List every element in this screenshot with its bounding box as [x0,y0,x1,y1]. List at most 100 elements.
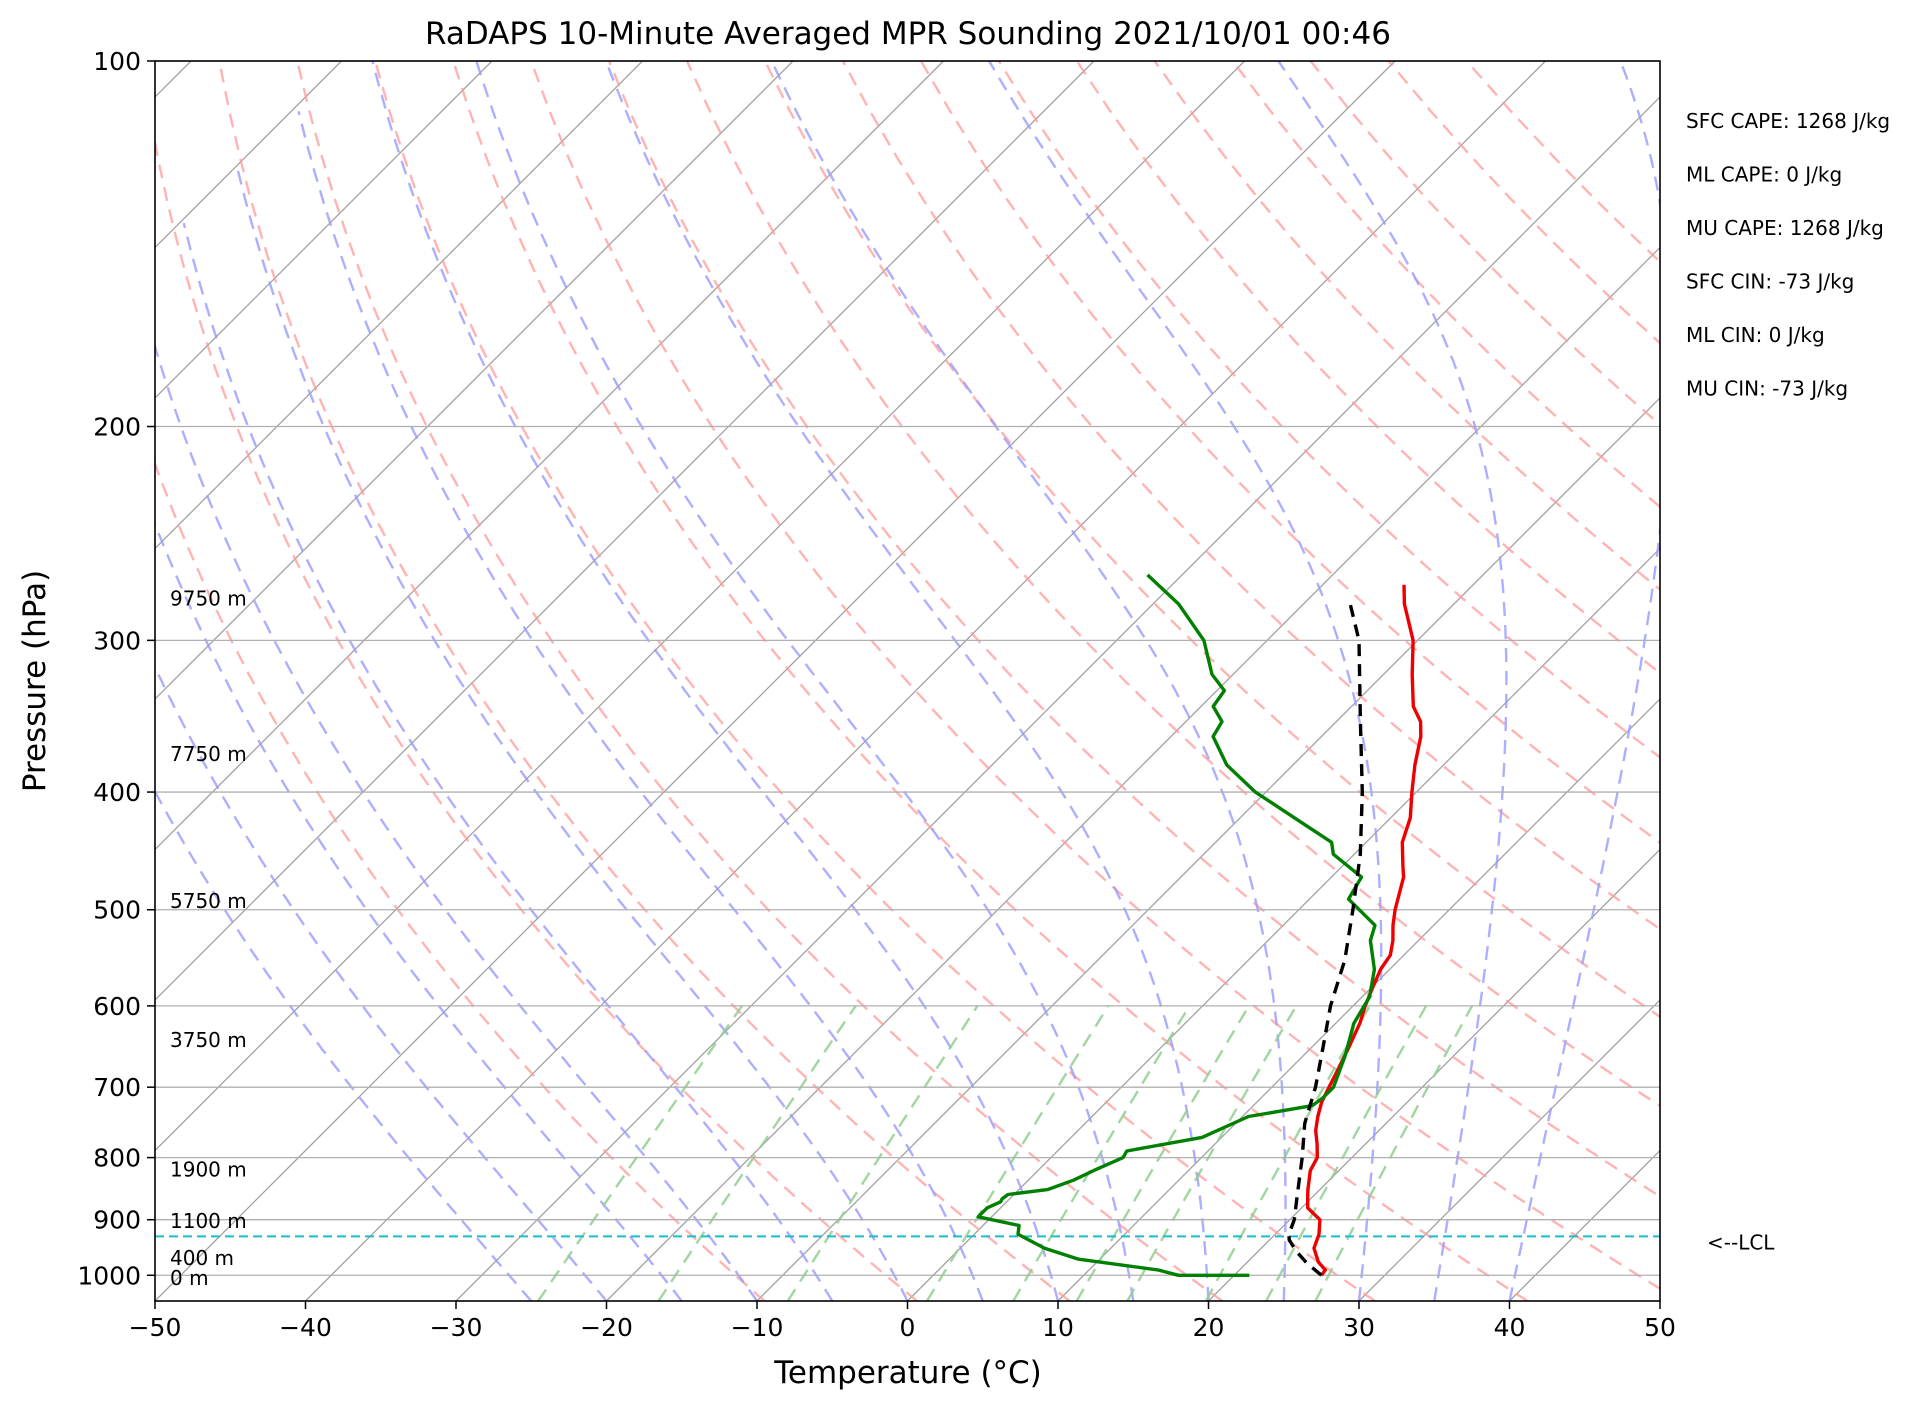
isotherm-line [756,397,1660,1301]
isotherm-line [606,246,1660,1301]
dry-adiabat-line [685,61,1660,1108]
dry-adiabat-line [1387,61,1660,345]
x-tick-label: −30 [430,1313,483,1342]
moist-adiabat-line [235,165,909,1301]
dry-adiabat-line [997,61,1660,759]
height-label: 3750 m [170,1028,247,1052]
x-tick-label: 10 [1042,1313,1074,1342]
dry-adiabat-line [218,61,1071,1301]
y-tick-label: 400 [93,778,141,807]
isotherm-line [1208,848,1660,1301]
dry-adiabat-line [452,61,1529,1301]
dry-adiabat-line [374,61,1376,1301]
x-tick-label: −40 [279,1313,332,1342]
isotherm-line [1358,999,1660,1301]
height-label: 1900 m [170,1157,247,1181]
stat-line: ML CAPE: 0 J/kg [1686,163,1842,187]
dry-adiabat-line [1231,61,1660,509]
isotherm-line [1811,61,1925,1301]
dry-adiabat-line [763,61,1660,1019]
moist-adiabat-line [182,222,834,1301]
moist-adiabat-line [371,61,1060,1301]
background-lines [155,61,1925,1301]
x-tick-label: −10 [731,1313,784,1342]
profile-lines [976,573,1423,1277]
dry-adiabat-line [1309,61,1660,427]
dry-adiabat-line [529,61,1660,1291]
height-label: 0 m [170,1266,209,1290]
y-tick-label: 900 [93,1206,141,1235]
isotherm-line [1057,698,1660,1301]
y-tick-label: 1000 [77,1261,141,1290]
dry-adiabat-line [155,460,766,1301]
isotherm-line [155,61,794,700]
y-tick-label: 600 [93,992,141,1021]
height-labels: 9750 m 7750 m 5750 m 3750 m 1900 m 1100 m 400 … [170,586,247,1290]
moist-adiabat-line [604,61,1210,1301]
moist-adiabat-line [475,61,1135,1301]
isotherm-line [1509,1149,1660,1301]
chart-title: RaDAPS 10-Minute Averaged MPR Sounding 2… [425,16,1391,52]
isotherm-line [155,61,493,399]
temperature-line [1306,584,1423,1277]
y-axis-ticks: 100 200 300 400 500 600 700 800 900 1000 [77,47,155,1290]
dry-adiabat-line [1153,61,1660,592]
height-label: 7750 m [170,742,247,766]
x-tick-label: 0 [900,1313,916,1342]
isotherm-line [305,61,1546,1301]
dry-adiabat-line [841,61,1660,931]
dry-adiabat-line [296,61,1224,1301]
height-label: 400 m [170,1246,234,1270]
y-tick-label: 700 [93,1073,141,1102]
mixing-ratio-line [1075,1005,1250,1301]
dewpoint-line [976,573,1377,1277]
isotherm-line [155,61,643,550]
x-tick-label: −50 [129,1313,182,1342]
parcel-profile-line [1287,603,1364,1277]
isotherm-line [155,61,1245,1152]
moist-adiabat-line [155,664,608,1301]
moist-adiabat-line [1508,61,1660,1301]
y-tick-label: 100 [93,47,141,76]
mixing-ratio-line [1204,1005,1371,1301]
x-tick-label: 50 [1644,1313,1676,1342]
y-tick-label: 500 [93,896,141,925]
mixing-ratio-line [786,1005,979,1301]
mixing-ratio-line [925,1005,1110,1301]
isotherm-line [455,96,1660,1301]
isotherm-line [1659,1300,1660,1301]
moist-adiabat-line [155,520,683,1301]
isotherm-line [907,547,1660,1301]
moist-adiabat-line [155,789,533,1301]
moist-adiabat-line [155,342,758,1301]
x-tick-label: 20 [1193,1313,1225,1342]
dry-adiabat-line [155,135,918,1301]
height-label: 1100 m [170,1209,247,1233]
isotherm-line [155,61,944,851]
y-tick-label: 300 [93,626,141,655]
mixing-ratio-line [537,1005,743,1301]
height-label: 9750 m [170,586,247,610]
mixing-ratio-line [1126,1005,1298,1301]
stat-line: SFC CAPE: 1268 J/kg [1686,109,1890,133]
isotherm-line [155,61,1095,1001]
y-tick-label: 200 [93,413,141,442]
height-label: 5750 m [170,889,247,913]
dry-adiabat-line [1075,61,1660,675]
dry-adiabat-line [919,61,1660,845]
x-tick-label: −20 [580,1313,633,1342]
mixing-ratio-line [1314,1005,1474,1301]
x-tick-label: 30 [1343,1313,1375,1342]
lcl-label: <--LCL [1707,1230,1775,1254]
stat-line: ML CIN: 0 J/kg [1686,323,1825,347]
isotherm-line [155,61,1396,1301]
x-tick-label: 40 [1494,1313,1526,1342]
x-axis-ticks: −50 −40 −30 −20 −10 0 10 20 30 40 50 [129,1301,1676,1342]
y-axis-label: Pressure (hPa) [17,570,53,792]
moist-adiabat-line [1277,61,1508,1301]
stat-line: MU CAPE: 1268 J/kg [1686,216,1884,240]
mixing-ratio-line [1265,1005,1428,1301]
stat-line: MU CIN: -73 J/kg [1686,377,1848,401]
stats-panel: SFC CAPE: 1268 J/kg ML CAPE: 0 J/kg MU CAP… [1686,109,1890,401]
